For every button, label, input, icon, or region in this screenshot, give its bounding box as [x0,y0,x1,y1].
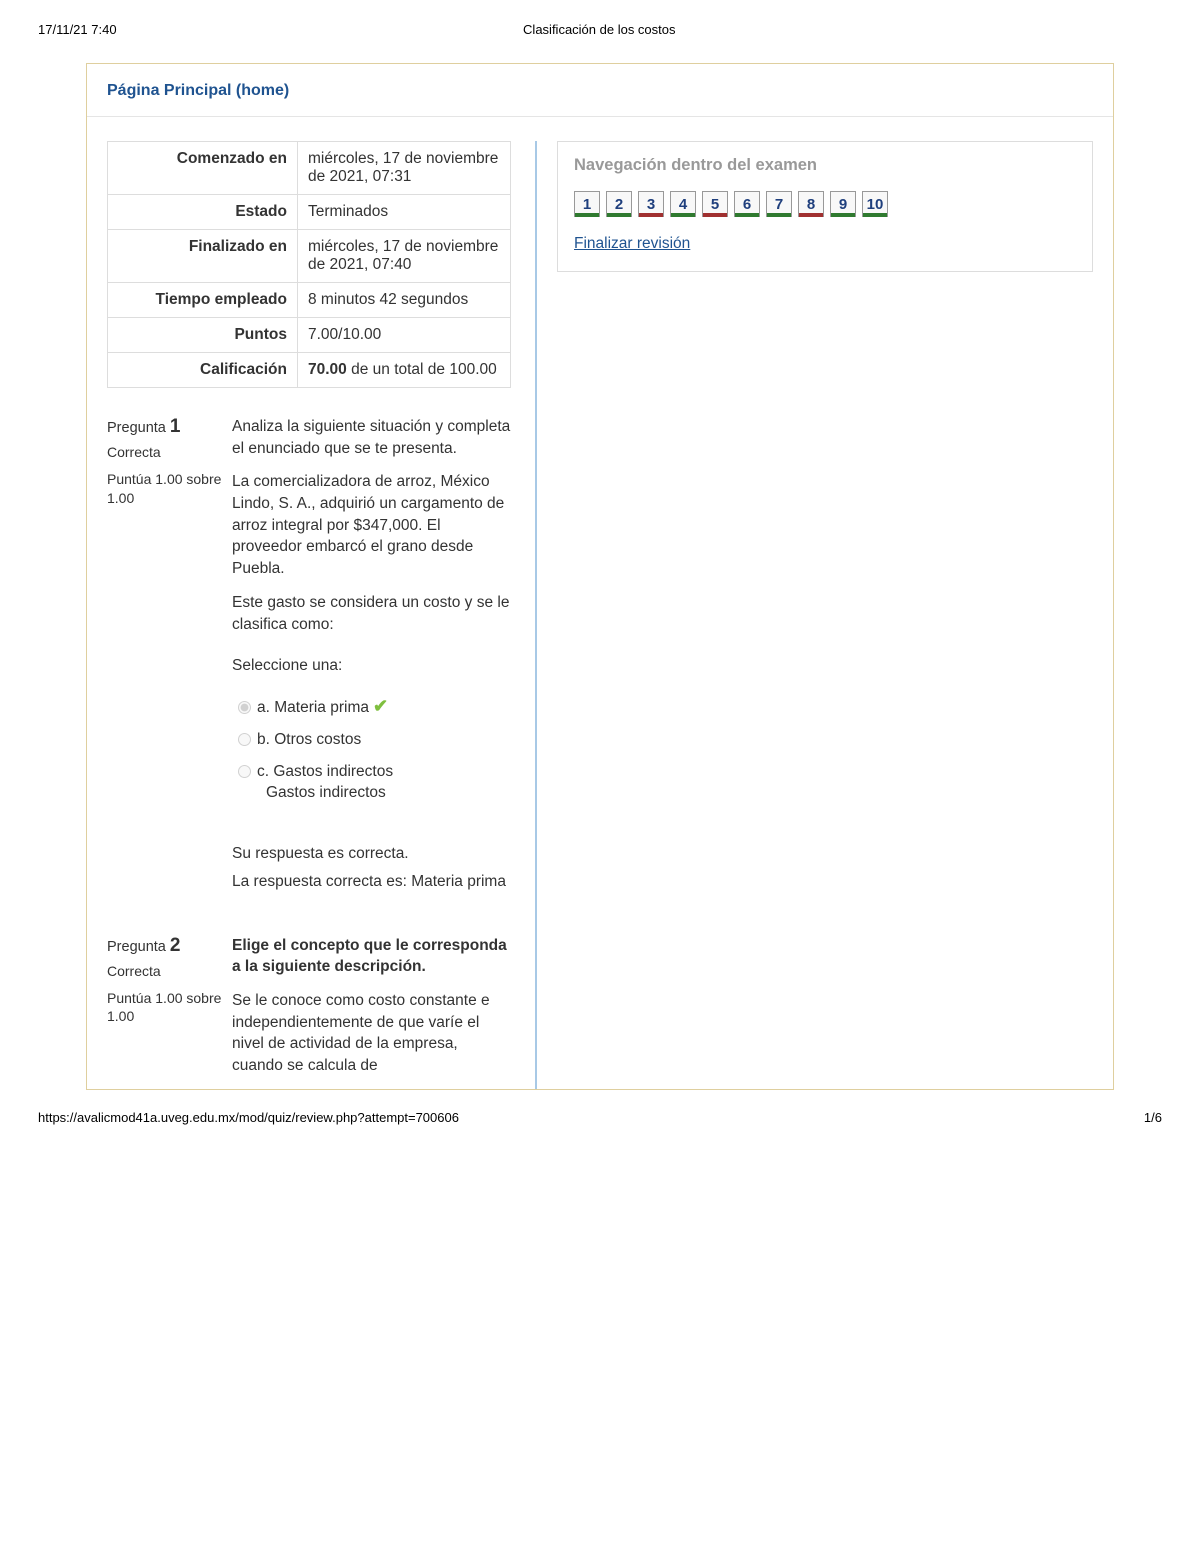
summary-row: Tiempo empleado8 minutos 42 segundos [108,283,511,318]
question-2: Pregunta 2 Correcta Puntúa 1.00 sobre 1.… [107,935,511,1089]
summary-value: Terminados [298,195,511,230]
question-2-content: Elige el concepto que le corresponda a l… [232,935,511,1089]
nav-question-1[interactable]: 1 [574,191,600,217]
print-footer: https://avalicmod41a.uveg.edu.mx/mod/qui… [0,1090,1200,1143]
summary-row: Comenzado enmiércoles, 17 de noviembre d… [108,142,511,195]
nav-question-2[interactable]: 2 [606,191,632,217]
question-2-points: Puntúa 1.00 sobre 1.00 [107,989,222,1027]
summary-label: Tiempo empleado [108,283,298,318]
summary-row: Puntos7.00/10.00 [108,318,511,353]
answer-subtext: Gastos indirectos [266,782,511,804]
question-2-title: Pregunta 2 [107,935,222,957]
quiz-nav-grid: 12345678910 [574,191,1076,217]
right-column: Navegación dentro del examen 12345678910… [537,141,1093,1089]
q1-para2: La comercializadora de arroz, México Lin… [232,471,511,579]
check-icon: ✔ [373,696,388,716]
answer-option[interactable]: a. Materia prima✔ [232,689,511,724]
summary-value: 7.00/10.00 [298,318,511,353]
nav-question-4[interactable]: 4 [670,191,696,217]
summary-label: Calificación [108,353,298,388]
left-column: Comenzado enmiércoles, 17 de noviembre d… [107,141,537,1089]
answer-option[interactable]: b. Otros costos [232,724,511,756]
answer-radio[interactable] [238,701,251,714]
nav-question-3[interactable]: 3 [638,191,664,217]
answer-radio[interactable] [238,765,251,778]
question-1-meta: Pregunta 1 Correcta Puntúa 1.00 sobre 1.… [107,416,232,899]
question-1-title: Pregunta 1 [107,416,222,438]
print-datetime: 17/11/21 7:40 [38,22,117,37]
finish-review-link[interactable]: Finalizar revisión [574,235,690,253]
nav-question-8[interactable]: 8 [798,191,824,217]
q1-prompt: Seleccione una: [232,655,511,677]
footer-page: 1/6 [1144,1110,1162,1125]
summary-table: Comenzado enmiércoles, 17 de noviembre d… [107,141,511,388]
question-2-meta: Pregunta 2 Correcta Puntúa 1.00 sobre 1.… [107,935,232,1089]
answer-radio[interactable] [238,733,251,746]
summary-value: miércoles, 17 de noviembre de 2021, 07:3… [298,142,511,195]
question-1-state: Correcta [107,444,222,460]
summary-label: Finalizado en [108,230,298,283]
summary-value: 70.00 de un total de 100.00 [298,353,511,388]
print-header: 17/11/21 7:40 Clasificación de los costo… [0,0,1200,47]
q2-para2: Se le conoce como costo constante e inde… [232,990,511,1077]
q1-feedback: Su respuesta es correcta. La respuesta c… [232,843,511,892]
answer-label: a. Materia prima [257,699,369,716]
home-link[interactable]: Página Principal (home) [87,64,1113,117]
footer-url: https://avalicmod41a.uveg.edu.mx/mod/qui… [38,1110,459,1125]
q1-answers: Seleccione una: a. Materia prima✔ b. Otro… [232,655,511,809]
quiz-nav-title: Navegación dentro del examen [574,156,1076,175]
summary-row: EstadoTerminados [108,195,511,230]
body-row: Comenzado enmiércoles, 17 de noviembre d… [87,117,1113,1089]
answer-label: b. Otros costos [257,731,361,748]
question-2-state: Correcta [107,963,222,979]
q2-bold-para: Elige el concepto que le corresponda a l… [232,935,511,978]
summary-value: miércoles, 17 de noviembre de 2021, 07:4… [298,230,511,283]
nav-question-6[interactable]: 6 [734,191,760,217]
summary-label: Comenzado en [108,142,298,195]
print-doc-title: Clasificación de los costos [117,22,1082,37]
nav-question-9[interactable]: 9 [830,191,856,217]
nav-question-10[interactable]: 10 [862,191,888,217]
question-1-points: Puntúa 1.00 sobre 1.00 [107,470,222,508]
q1-feedback2: La respuesta correcta es: Materia prima [232,871,511,893]
question-1: Pregunta 1 Correcta Puntúa 1.00 sobre 1.… [107,416,511,899]
q1-para3: Este gasto se considera un costo y se le… [232,592,511,635]
answer-label: c. Gastos indirectos [257,763,393,780]
page-container: Página Principal (home) Comenzado enmiér… [86,63,1114,1090]
question-1-content: Analiza la siguiente situación y complet… [232,416,511,899]
summary-label: Puntos [108,318,298,353]
summary-label: Estado [108,195,298,230]
q1-para1: Analiza la siguiente situación y complet… [232,416,511,459]
summary-row: Calificación70.00 de un total de 100.00 [108,353,511,388]
nav-question-7[interactable]: 7 [766,191,792,217]
answer-option[interactable]: c. Gastos indirectos Gastos indirectos [232,756,511,809]
nav-question-5[interactable]: 5 [702,191,728,217]
summary-row: Finalizado enmiércoles, 17 de noviembre … [108,230,511,283]
quiz-nav-box: Navegación dentro del examen 12345678910… [557,141,1093,272]
summary-value: 8 minutos 42 segundos [298,283,511,318]
q1-feedback1: Su respuesta es correcta. [232,843,511,865]
